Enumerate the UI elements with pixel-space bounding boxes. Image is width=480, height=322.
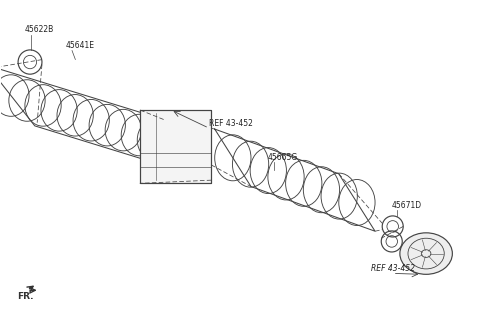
Bar [140,110,211,183]
Text: REF 43-452: REF 43-452 [371,264,415,273]
Text: 45622B: 45622B [24,25,54,34]
Text: FR.: FR. [17,292,33,301]
Text: REF 43-452: REF 43-452 [209,119,253,128]
Text: 45671D: 45671D [391,201,421,210]
Text: 45665G: 45665G [267,153,298,162]
Text: 45641E: 45641E [66,41,95,50]
Ellipse shape [149,121,197,156]
Ellipse shape [400,233,452,274]
